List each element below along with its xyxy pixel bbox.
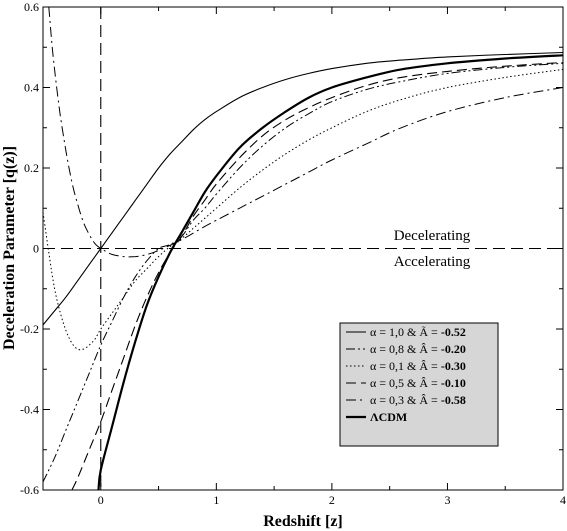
x-tick-label: 4	[560, 493, 566, 507]
y-tick-label: -0.4	[20, 403, 39, 417]
series-line-5	[48, 7, 563, 258]
decelerating-label: Decelerating	[394, 228, 471, 244]
y-tick-label: 0.6	[24, 0, 39, 14]
x-tick-label: 0	[98, 493, 104, 507]
series-line-2	[43, 62, 563, 483]
y-tick-label: 0.2	[24, 161, 39, 175]
legend-label-4: α = 0,5 & Â = -0.10	[370, 376, 466, 390]
legend-label-2: α = 0,8 & Â = -0.20	[370, 342, 466, 356]
y-axis-title: Deceleration Parameter [q(z)]	[1, 146, 18, 350]
series-lines	[43, 7, 563, 490]
tick-labels: 0 1 2 3 4 -0.6 -0.4 -0.2 0 0.2 0.4 0.6	[20, 0, 566, 507]
y-tick-label: -0.6	[20, 483, 39, 497]
legend: α = 1,0 & Ã = -0.52 α = 0,8 & Â = -0.20 α …	[339, 322, 499, 447]
y-tick-label: -0.2	[20, 322, 39, 336]
series-line-3	[43, 68, 563, 351]
axis-ticks	[42, 6, 564, 491]
x-tick-label: 3	[444, 493, 450, 507]
y-tick-label: 0	[33, 242, 39, 256]
series-line-4	[71, 61, 563, 490]
accelerating-label: Accelerating	[394, 254, 471, 270]
legend-box	[339, 322, 499, 447]
series-line-1	[43, 51, 563, 326]
x-tick-label: 1	[213, 493, 219, 507]
legend-label-3: α = 0,1 & Â = -0.30	[370, 359, 466, 373]
x-tick-label: 2	[329, 493, 335, 507]
x-axis-title: Redshift [z]	[263, 513, 343, 530]
legend-label-6: ΛCDM	[370, 410, 407, 424]
legend-label-1: α = 1,0 & Ã = -0.52	[370, 325, 466, 339]
y-tick-label: 0.4	[24, 81, 39, 95]
legend-label-5: α = 0,3 & Â = -0.58	[370, 393, 466, 407]
series-line-6	[97, 54, 563, 490]
